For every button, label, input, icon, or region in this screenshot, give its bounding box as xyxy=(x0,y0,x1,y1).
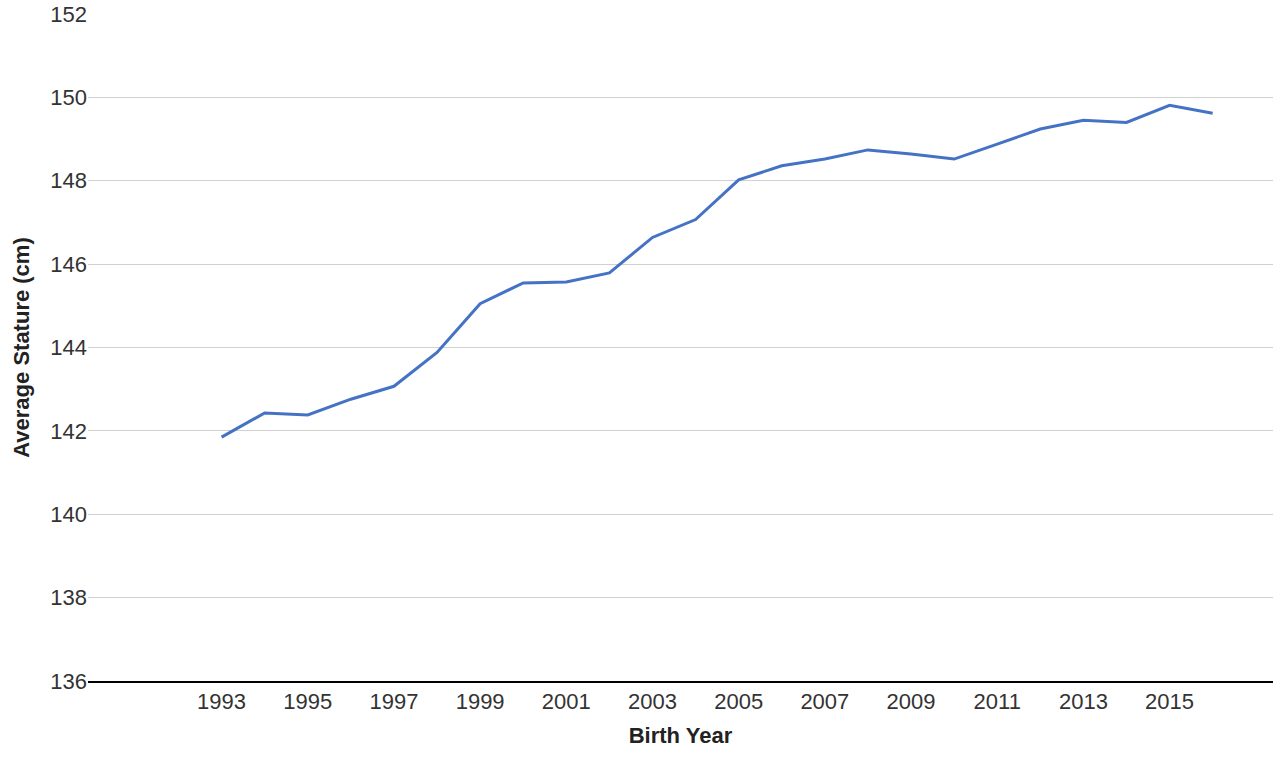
svg-text:2011: 2011 xyxy=(974,689,1021,714)
svg-text:150: 150 xyxy=(50,85,87,110)
svg-text:152: 152 xyxy=(50,2,87,27)
svg-text:2009: 2009 xyxy=(887,689,936,714)
svg-text:1993: 1993 xyxy=(197,689,246,714)
svg-text:1995: 1995 xyxy=(283,689,332,714)
svg-text:146: 146 xyxy=(50,252,87,277)
svg-text:2003: 2003 xyxy=(628,689,677,714)
svg-text:Average Stature (cm): Average Stature (cm) xyxy=(9,237,34,457)
svg-text:2015: 2015 xyxy=(1145,689,1194,714)
svg-text:1997: 1997 xyxy=(369,689,418,714)
svg-text:138: 138 xyxy=(50,585,87,610)
svg-text:2001: 2001 xyxy=(542,689,591,714)
svg-text:142: 142 xyxy=(50,419,87,444)
svg-text:2013: 2013 xyxy=(1059,689,1108,714)
svg-text:2007: 2007 xyxy=(800,689,849,714)
svg-text:144: 144 xyxy=(50,335,87,360)
svg-text:Birth Year: Birth Year xyxy=(629,723,733,748)
svg-text:140: 140 xyxy=(50,502,87,527)
svg-text:148: 148 xyxy=(50,168,87,193)
svg-text:136: 136 xyxy=(50,669,87,694)
svg-text:1999: 1999 xyxy=(456,689,505,714)
svg-text:2005: 2005 xyxy=(714,689,763,714)
